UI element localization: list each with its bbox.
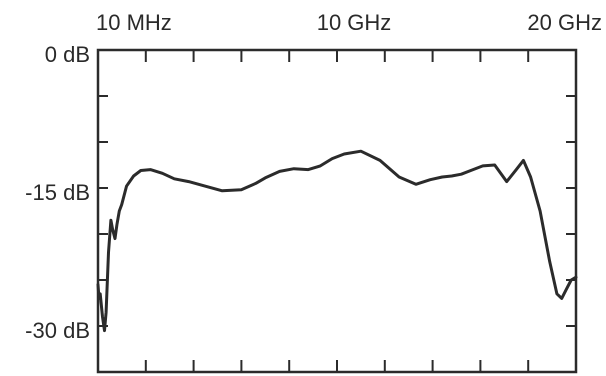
x-tick-label-10mhz: 10 MHz (96, 10, 172, 35)
y-ticks (98, 49, 576, 373)
y-tick-label-minus15db: -15 dB (25, 180, 90, 205)
x-tick-label-10ghz: 10 GHz (317, 10, 392, 35)
x-tick-label-20ghz: 20 GHz (527, 10, 602, 35)
x-ticks (97, 50, 577, 372)
plot-frame-group (96, 48, 578, 374)
plot-frame (96, 48, 578, 374)
series-line (96, 149, 578, 333)
y-tick-label-0db: 0 dB (45, 42, 90, 67)
y-tick-label-minus30db: -30 dB (25, 318, 90, 343)
